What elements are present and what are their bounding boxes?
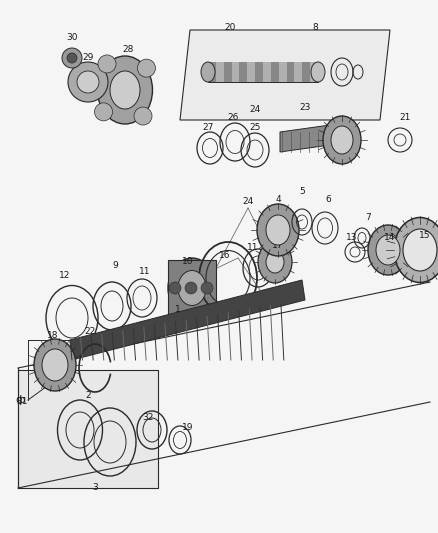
Ellipse shape bbox=[258, 241, 292, 283]
Text: 1: 1 bbox=[175, 305, 181, 314]
Text: 22: 22 bbox=[85, 327, 95, 336]
Text: 32: 32 bbox=[142, 414, 154, 423]
Text: 5: 5 bbox=[299, 188, 305, 197]
Bar bbox=[224, 62, 232, 82]
Circle shape bbox=[98, 55, 116, 73]
Ellipse shape bbox=[98, 56, 152, 124]
Text: 25: 25 bbox=[249, 124, 261, 133]
Ellipse shape bbox=[34, 339, 76, 391]
Circle shape bbox=[68, 62, 108, 102]
Text: 28: 28 bbox=[122, 45, 134, 54]
Ellipse shape bbox=[331, 126, 353, 154]
Bar bbox=[216, 62, 224, 82]
Text: 24: 24 bbox=[242, 198, 254, 206]
Bar bbox=[279, 62, 286, 82]
Text: 20: 20 bbox=[224, 23, 236, 33]
Text: 24: 24 bbox=[249, 106, 261, 115]
Text: 12: 12 bbox=[59, 271, 71, 279]
Ellipse shape bbox=[323, 116, 361, 164]
Circle shape bbox=[138, 59, 155, 77]
Text: 29: 29 bbox=[82, 53, 94, 62]
Circle shape bbox=[169, 282, 181, 294]
Ellipse shape bbox=[266, 251, 284, 273]
Text: 4: 4 bbox=[275, 196, 281, 205]
Polygon shape bbox=[70, 280, 305, 360]
Text: 19: 19 bbox=[182, 424, 194, 432]
Text: 9: 9 bbox=[112, 261, 118, 270]
Bar bbox=[168, 260, 216, 316]
Ellipse shape bbox=[168, 258, 216, 318]
Text: 31: 31 bbox=[16, 398, 28, 407]
Text: 11: 11 bbox=[247, 244, 259, 253]
Text: 30: 30 bbox=[66, 34, 78, 43]
Text: ф: ф bbox=[15, 395, 25, 405]
Text: 26: 26 bbox=[227, 114, 239, 123]
Circle shape bbox=[77, 71, 99, 93]
Text: 27: 27 bbox=[202, 124, 214, 133]
Ellipse shape bbox=[394, 217, 438, 282]
Text: 17: 17 bbox=[272, 240, 284, 249]
Bar bbox=[255, 62, 263, 82]
Ellipse shape bbox=[257, 204, 299, 256]
Ellipse shape bbox=[42, 349, 68, 381]
Circle shape bbox=[62, 48, 82, 68]
Text: 10: 10 bbox=[182, 257, 194, 266]
Ellipse shape bbox=[376, 235, 400, 265]
Text: 13: 13 bbox=[346, 233, 358, 243]
Bar bbox=[310, 62, 318, 82]
Text: 7: 7 bbox=[365, 214, 371, 222]
Ellipse shape bbox=[266, 215, 290, 245]
Bar bbox=[208, 62, 216, 82]
Circle shape bbox=[201, 282, 213, 294]
Text: 14: 14 bbox=[384, 233, 396, 243]
Ellipse shape bbox=[110, 71, 140, 109]
Text: 3: 3 bbox=[92, 483, 98, 492]
Circle shape bbox=[185, 282, 197, 294]
Bar bbox=[302, 62, 310, 82]
Circle shape bbox=[134, 107, 152, 125]
Text: 16: 16 bbox=[219, 251, 231, 260]
Ellipse shape bbox=[201, 62, 215, 82]
Bar bbox=[263, 62, 271, 82]
Bar bbox=[294, 62, 302, 82]
Ellipse shape bbox=[403, 229, 437, 271]
Text: 18: 18 bbox=[47, 330, 59, 340]
Ellipse shape bbox=[368, 225, 408, 275]
Text: 15: 15 bbox=[419, 230, 431, 239]
Text: 6: 6 bbox=[325, 196, 331, 205]
Bar bbox=[240, 62, 247, 82]
Circle shape bbox=[95, 103, 113, 121]
Polygon shape bbox=[18, 370, 158, 488]
Bar bbox=[208, 62, 318, 82]
Polygon shape bbox=[280, 125, 330, 152]
Text: 2: 2 bbox=[85, 391, 91, 400]
Text: 11: 11 bbox=[139, 268, 151, 277]
Circle shape bbox=[67, 53, 77, 63]
Text: 23: 23 bbox=[299, 103, 311, 112]
Text: 21: 21 bbox=[399, 114, 411, 123]
Ellipse shape bbox=[178, 271, 206, 305]
Bar bbox=[232, 62, 240, 82]
Text: 8: 8 bbox=[312, 23, 318, 33]
Bar bbox=[247, 62, 255, 82]
Bar bbox=[271, 62, 279, 82]
Bar bbox=[286, 62, 294, 82]
Ellipse shape bbox=[311, 62, 325, 82]
Polygon shape bbox=[180, 30, 390, 120]
